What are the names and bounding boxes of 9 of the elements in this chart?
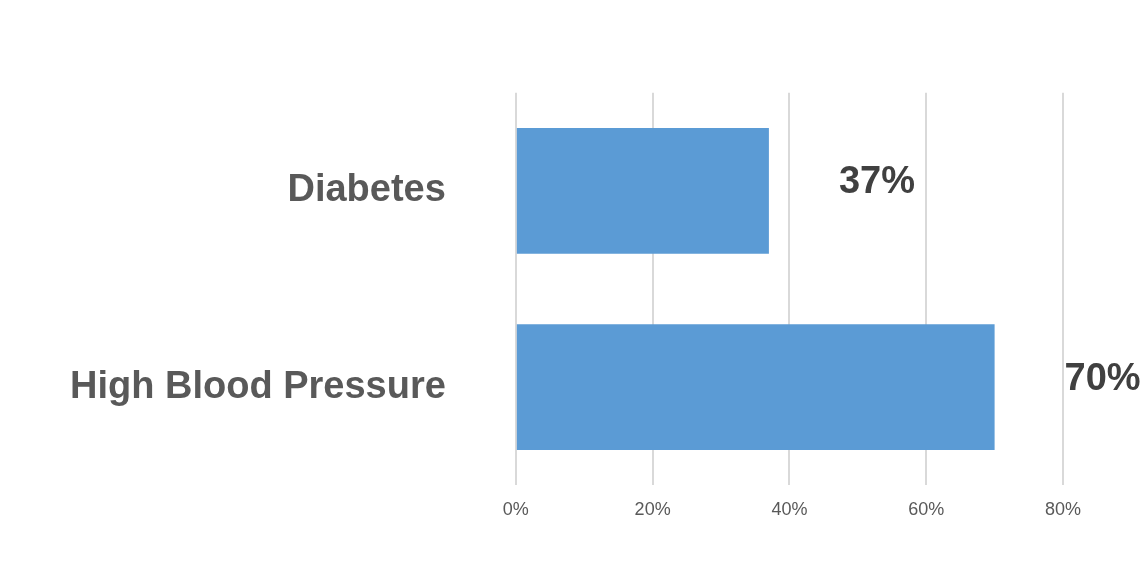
x-tick-label: 40% <box>771 498 808 519</box>
x-tick-label: 80% <box>1044 498 1082 519</box>
y-tick-label: High Blood Pressure <box>70 363 446 406</box>
x-tick-label: 0% <box>502 498 529 519</box>
x-tick-label: 60% <box>908 498 945 519</box>
data-label: 37% <box>838 159 915 202</box>
data-label: 70% <box>1064 355 1141 398</box>
x-tick-label: 20% <box>634 498 671 519</box>
y-tick-label: Diabetes <box>287 167 446 210</box>
